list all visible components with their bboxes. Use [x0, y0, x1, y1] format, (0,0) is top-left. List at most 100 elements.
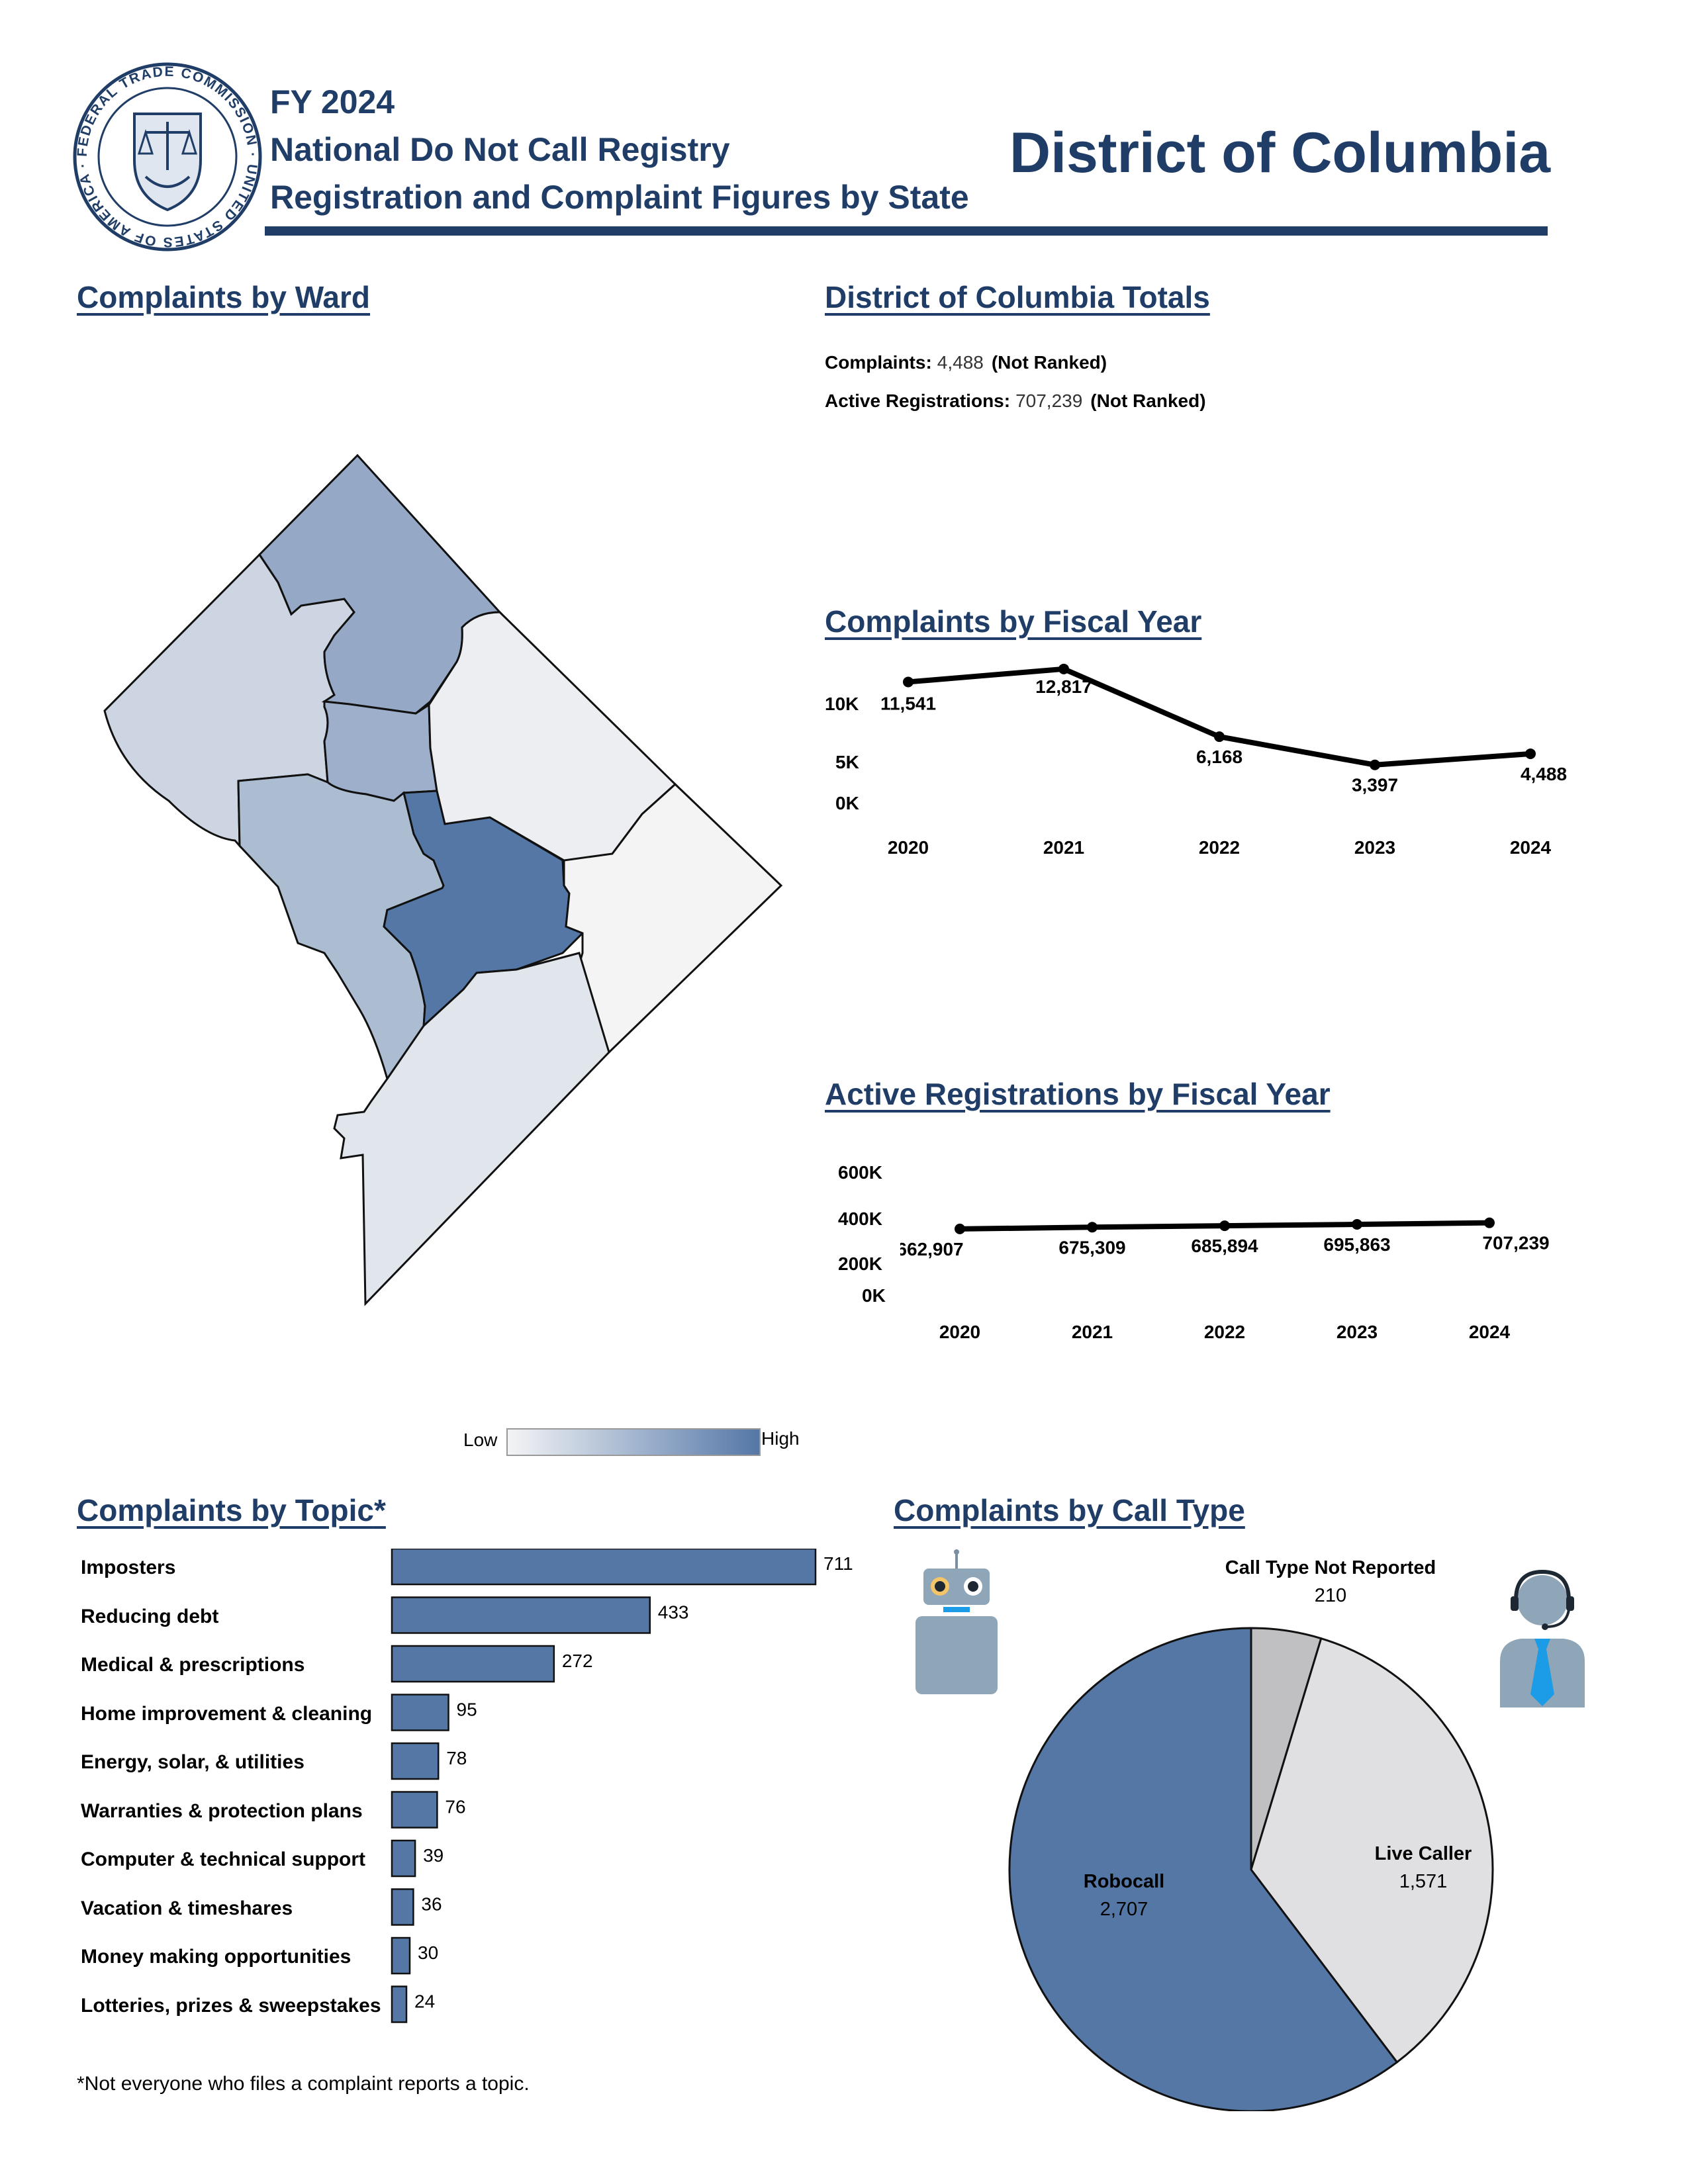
x-tick-label: 2021	[1043, 837, 1084, 858]
topic-bar	[391, 1839, 416, 1878]
complaints-total-label: Complaints:	[825, 352, 932, 373]
topic-bar	[391, 1596, 651, 1634]
topic-value: 433	[658, 1602, 689, 1623]
x-tick-label: 2022	[1199, 837, 1240, 858]
topic-value: 24	[414, 1991, 435, 2012]
topic-bar	[391, 1549, 817, 1586]
x-tick-label: 2024	[1510, 837, 1552, 858]
data-point	[1087, 1222, 1098, 1233]
topic-label: Computer & technical support	[81, 1848, 366, 1870]
topic-label: Warranties & protection plans	[81, 1799, 363, 1822]
data-label: 12,817	[1035, 676, 1092, 697]
live-caller-icon	[1500, 1569, 1585, 1707]
registrations-year-title: Active Registrations by Fiscal Year	[825, 1077, 1331, 1111]
registrations-rank: (Not Ranked)	[1090, 390, 1206, 411]
topic-label: Reducing debt	[81, 1605, 219, 1627]
call-type-pie: Call Type Not Reported 210 Live Caller 1,57…	[1008, 1557, 1494, 2111]
ward-map-title: Complaints by Ward	[77, 280, 370, 314]
topic-value: 711	[823, 1553, 853, 1574]
ward-8[interactable]	[333, 952, 610, 1306]
topic-bar	[391, 1791, 438, 1829]
topic-value: 36	[421, 1894, 442, 1915]
topics-title-asterisk: *	[373, 1493, 386, 1527]
data-point	[1058, 663, 1069, 674]
legend-high-label: High	[761, 1428, 800, 1449]
header-rule	[265, 226, 1548, 236]
ward-1[interactable]	[323, 700, 438, 802]
pie-label: Robocall	[1084, 1871, 1164, 1892]
pie-label: Live Caller	[1375, 1843, 1472, 1864]
topics-footnote: *Not everyone who files a complaint repo…	[77, 2073, 530, 2095]
y-tick: 400K	[838, 1208, 882, 1229]
complaints-total-value: 4,488	[937, 352, 984, 373]
data-point	[955, 1223, 965, 1234]
y-tick: 10K	[825, 694, 859, 714]
topic-bar	[391, 1888, 414, 1926]
x-tick-label: 2024	[1469, 1322, 1511, 1342]
complaints-total: Complaints: 4,488 (Not Ranked)	[825, 352, 1107, 373]
topic-value: 76	[445, 1797, 465, 1817]
topic-label: Money making opportunities	[81, 1946, 352, 1968]
state-title: District of Columbia	[1009, 121, 1551, 185]
topic-label: Lotteries, prizes & sweepstakes	[81, 1994, 381, 2017]
legend-gradient	[506, 1428, 761, 1456]
data-label: 6,168	[1196, 747, 1243, 767]
totals-title: District of Columbia Totals	[825, 280, 1210, 314]
registrations-total-label: Active Registrations:	[825, 390, 1011, 411]
topic-label: Medical & prescriptions	[81, 1654, 305, 1676]
registry-heading: National Do Not Call Registry	[270, 131, 730, 168]
x-tick-label: 2022	[1204, 1322, 1245, 1342]
topic-bar	[391, 1645, 555, 1683]
complaints-rank: (Not Ranked)	[991, 352, 1107, 373]
data-label: 4,488	[1521, 764, 1567, 784]
y-tick: 600K	[838, 1162, 882, 1183]
topic-value: 95	[457, 1700, 477, 1720]
topic-value: 78	[446, 1748, 467, 1768]
topic-value: 272	[562, 1651, 593, 1671]
pie-value: 210	[1315, 1585, 1346, 1606]
y-tick: 5K	[835, 752, 859, 772]
data-label: 11,541	[880, 693, 936, 713]
x-tick-label: 2020	[888, 837, 929, 858]
call-type-title: Complaints by Call Type	[894, 1493, 1245, 1527]
topic-value: 30	[418, 1942, 438, 1963]
topic-bar	[391, 1742, 440, 1780]
data-point	[1370, 759, 1380, 770]
pie-value: 1,571	[1399, 1871, 1448, 1892]
fiscal-year-heading: FY 2024	[270, 83, 395, 120]
pie-label: Call Type Not Reported	[1225, 1557, 1436, 1578]
data-point	[1214, 731, 1225, 743]
registrations-total-value: 707,239	[1015, 390, 1083, 411]
data-label: 707,239	[1482, 1233, 1549, 1253]
data-label: 685,894	[1191, 1236, 1258, 1256]
y-tick: 200K	[838, 1253, 882, 1274]
pie-slice	[1008, 1627, 1399, 2111]
data-label: 695,863	[1323, 1234, 1390, 1255]
registrations-total: Active Registrations: 707,239 (Not Ranked)	[825, 390, 1206, 412]
legend-low-label: Low	[463, 1430, 498, 1450]
figures-heading: Registration and Complaint Figures by St…	[270, 179, 969, 216]
topic-bar	[391, 1985, 408, 2023]
x-tick-label: 2023	[1336, 1322, 1378, 1342]
data-label: 662,907	[900, 1239, 964, 1259]
topic-label: Home improvement & cleaning	[81, 1702, 373, 1725]
topic-bar	[391, 1694, 449, 1731]
topic-value: 39	[423, 1845, 444, 1866]
topic-bar	[391, 1936, 411, 1975]
robot-icon	[915, 1549, 998, 1694]
x-tick-label: 2020	[939, 1322, 980, 1342]
topic-label: Vacation & timeshares	[81, 1897, 293, 1919]
data-point	[1484, 1217, 1495, 1228]
data-point	[903, 676, 914, 688]
ftc-seal: FEDERAL TRADE COMMISSION · UNITED STATES…	[65, 49, 263, 253]
registrations-year-chart: 662,907 2020 675,309 2021 685,894 2022 695,863…	[900, 1217, 1550, 1342]
topics-bar-chart: 711 433 272 95 78 76 39 36 30 24	[391, 1549, 853, 2023]
data-point	[1525, 748, 1536, 759]
y-tick: 0K	[862, 1285, 886, 1306]
complaints-year-title: Complaints by Fiscal Year	[825, 604, 1202, 639]
topic-label: Energy, solar, & utilities	[81, 1751, 305, 1773]
complaints-year-chart: 11,541 2020 12,817 2021 6,168 2022 3,397 2023 4,…	[880, 663, 1567, 858]
pie-value: 2,707	[1100, 1899, 1149, 1920]
data-label: 3,397	[1352, 775, 1398, 796]
